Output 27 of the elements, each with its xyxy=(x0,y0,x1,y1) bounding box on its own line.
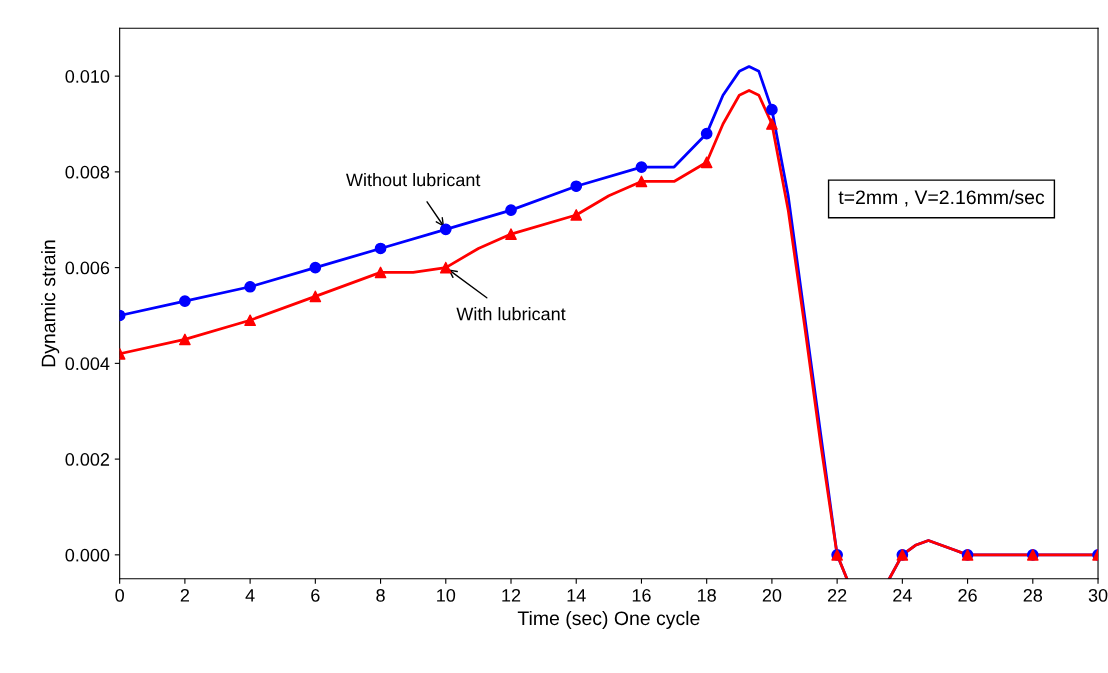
y-tick-label: 0.008 xyxy=(65,165,110,179)
y-tick-label: 0.004 xyxy=(65,357,110,371)
x-tick-label: 20 xyxy=(762,588,782,602)
x-tick-label: 0 xyxy=(115,588,124,602)
y-tick-label: 0.006 xyxy=(65,261,110,275)
x-tick-label: 6 xyxy=(311,588,320,602)
x-tick-label: 12 xyxy=(502,588,521,602)
x-tick-label: 16 xyxy=(632,588,651,602)
text: With lubricant xyxy=(456,307,566,321)
x-tick-label: 24 xyxy=(893,588,912,602)
y-tick-label: 0.010 xyxy=(65,70,110,83)
x-axis-title: Time (sec) One cycle xyxy=(517,610,700,630)
y-tick-label: 0.000 xyxy=(65,548,110,562)
y-axis-title: Dynamic strain xyxy=(41,240,60,367)
x-tick-label: 26 xyxy=(958,588,977,602)
x-tick-label: 18 xyxy=(698,588,716,602)
y-tick-label: 0.002 xyxy=(65,453,110,466)
x-tick-label: 4 xyxy=(245,589,255,602)
x-tick-label: 28 xyxy=(1023,588,1043,602)
x-tick-label: 14 xyxy=(567,589,586,602)
x-tick-label: 10 xyxy=(437,588,456,602)
x-tick-label: 30 xyxy=(1088,588,1108,602)
x-tick-label: 22 xyxy=(828,588,847,602)
annotation: t=2mm , V=2.16mm/sec xyxy=(838,189,1045,207)
series-label: Without lubricant xyxy=(346,173,481,187)
x-tick-label: 8 xyxy=(376,588,385,602)
x-tick-label: 2 xyxy=(180,588,189,602)
